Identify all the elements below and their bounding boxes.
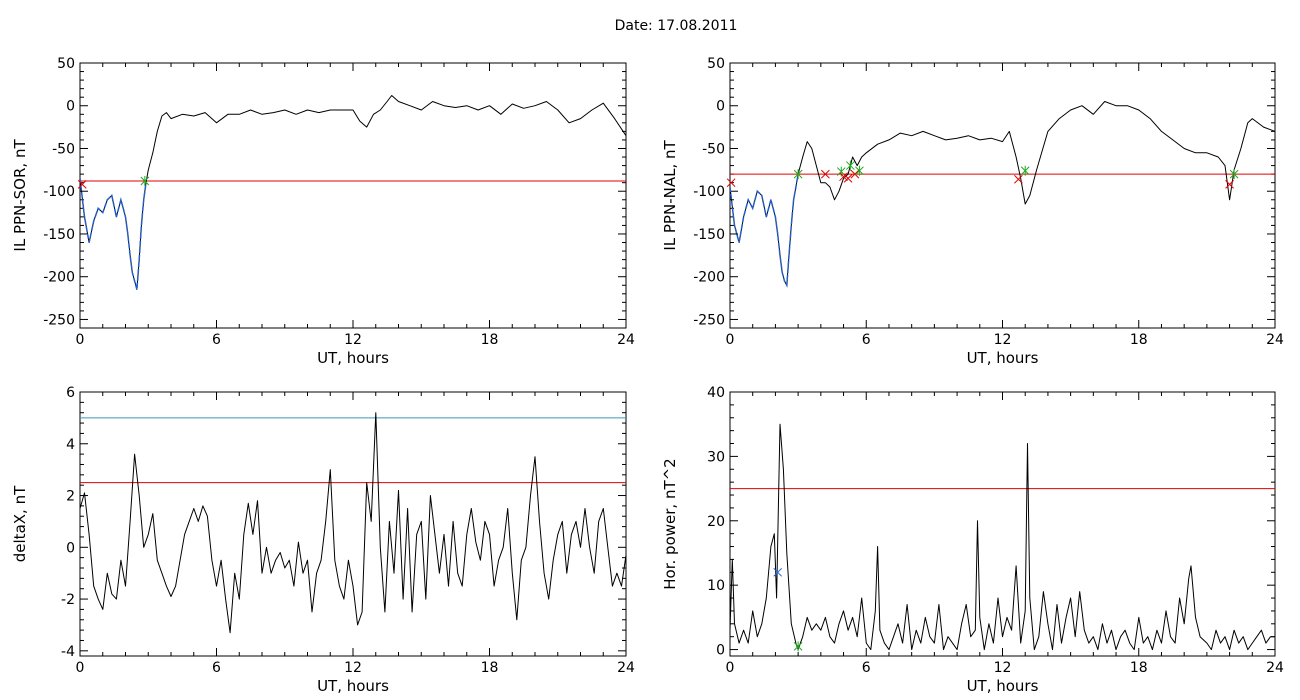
chart-panel-il-ppn-sor: 0 6 12 18 24 -250 -200 -150 -100 -50 0 50 UT, hours I… (11, 56, 635, 367)
x-tick-label: 18 (481, 332, 499, 348)
x-tick-label: 0 (726, 660, 735, 676)
y-tick-label: -200 (43, 270, 75, 286)
event-marker (726, 178, 736, 188)
y-tick-label: -250 (43, 312, 75, 328)
y-tick-label: -4 (61, 644, 75, 660)
event-marker (850, 169, 860, 179)
event-marker (1020, 165, 1030, 176)
y-tick-label: 4 (66, 437, 75, 453)
x-tick-label: 12 (994, 332, 1012, 348)
y-tick-label: -2 (61, 592, 75, 608)
y-tick-label: 0 (716, 99, 725, 115)
x-tick-label: 18 (1130, 332, 1148, 348)
series-highlight (730, 173, 799, 288)
series-line (730, 423, 1275, 651)
y-tick-label: 40 (707, 385, 725, 401)
x-tick-label: 6 (212, 332, 221, 348)
event-marker (77, 180, 87, 189)
y-tick-label: 0 (716, 643, 725, 659)
y-tick-label: -50 (702, 141, 725, 157)
x-tick-label: 6 (862, 332, 871, 348)
y-axis-label: IL PPN-SOR, nT (11, 139, 29, 252)
x-axis-label: UT, hours (967, 349, 1039, 367)
series-line (80, 412, 626, 634)
x-axis-label: UT, hours (317, 349, 389, 367)
chart-panel-hor-power: 0 6 12 18 24 0 10 20 30 40 UT, hours Hor. power, nT… (661, 385, 1284, 695)
y-tick-label: -100 (43, 184, 75, 200)
y-tick-label: -250 (693, 312, 725, 328)
y-tick-label: 6 (66, 385, 75, 401)
y-tick-label: 30 (707, 449, 725, 465)
y-axis-label: IL PPN-NAL, nT (661, 140, 679, 251)
event-marker (1225, 180, 1234, 189)
y-tick-label: -150 (43, 227, 75, 243)
x-tick-label: 0 (76, 660, 85, 676)
y-tick-label: 10 (707, 578, 725, 594)
event-marker (846, 160, 855, 171)
y-axis-label: deltaX, nT (11, 485, 29, 562)
y-tick-label: 50 (57, 56, 75, 72)
event-marker (773, 567, 783, 577)
x-tick-label: 24 (1266, 660, 1284, 676)
event-marker (839, 172, 848, 182)
x-tick-label: 24 (617, 332, 635, 348)
figure-title: Date: 17.08.2011 (614, 18, 738, 34)
y-tick-label: -150 (693, 227, 725, 243)
x-tick-label: 0 (726, 332, 735, 348)
plot-frame (729, 391, 1276, 657)
event-marker (1229, 169, 1239, 180)
x-tick-label: 12 (344, 332, 362, 348)
y-tick-label: 50 (707, 56, 725, 72)
series-highlight (80, 178, 147, 290)
y-tick-label: -50 (52, 141, 75, 157)
plot-frame (79, 391, 627, 657)
series-line (730, 101, 1275, 286)
x-axis-label: UT, hours (967, 677, 1039, 695)
x-tick-label: 24 (617, 660, 635, 676)
y-tick-label: 2 (66, 489, 75, 505)
x-tick-label: 0 (76, 332, 85, 348)
x-tick-label: 6 (212, 660, 221, 676)
event-marker (843, 174, 853, 183)
x-tick-label: 6 (862, 660, 871, 676)
y-tick-label: 0 (66, 99, 75, 115)
chart-panel-il-ppn-nal: 0 6 12 18 24 -250 -200 -150 -100 -50 0 50 UT, hours I… (661, 56, 1284, 367)
y-tick-label: 20 (707, 514, 725, 530)
y-tick-label: 0 (66, 540, 75, 556)
event-marker (1014, 174, 1023, 184)
y-tick-label: -200 (693, 270, 725, 286)
x-tick-label: 18 (1130, 660, 1148, 676)
x-axis-label: UT, hours (317, 677, 389, 695)
event-marker (793, 169, 803, 180)
series-line (80, 95, 626, 290)
y-axis-label: Hor. power, nT^2 (661, 458, 679, 589)
event-marker (140, 175, 150, 186)
plot-frame (729, 62, 1276, 329)
x-tick-label: 18 (481, 660, 499, 676)
event-marker (821, 169, 830, 179)
x-tick-label: 12 (994, 660, 1012, 676)
event-marker (855, 165, 864, 176)
x-tick-label: 12 (344, 660, 362, 676)
x-tick-label: 24 (1266, 332, 1284, 348)
event-marker (793, 641, 803, 652)
y-tick-label: -100 (693, 184, 725, 200)
